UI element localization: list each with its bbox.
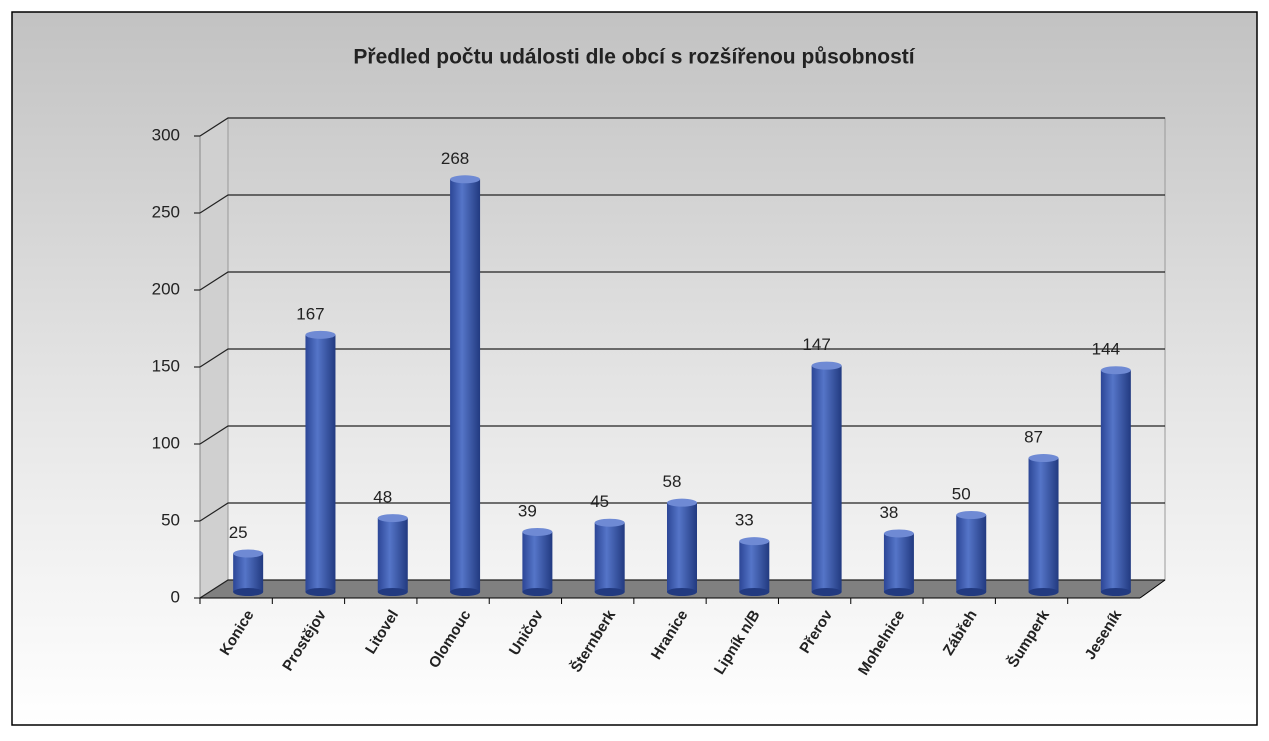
bar-top [811, 361, 842, 370]
bar-base [956, 588, 987, 596]
bar-top [956, 511, 987, 519]
grid-line [199, 348, 1165, 368]
data-label: 268 [441, 149, 469, 168]
y-tick-label: 50 [161, 510, 180, 529]
data-label: 50 [952, 484, 971, 503]
bar [883, 533, 914, 592]
y-tick-label: 100 [152, 433, 180, 452]
bar [811, 365, 842, 592]
bar-base [667, 588, 697, 596]
data-label: 58 [663, 472, 682, 491]
data-label: 25 [229, 523, 248, 542]
bar-base [811, 588, 842, 596]
y-tick-label: 250 [152, 202, 180, 221]
bar-top [594, 518, 625, 527]
bar-base [594, 588, 625, 596]
bar-top [1100, 366, 1131, 375]
bar-base [377, 588, 408, 596]
bar [305, 334, 336, 592]
bar [233, 553, 264, 592]
bar-base [450, 588, 481, 596]
y-tick-label: 200 [152, 279, 180, 298]
bar-base [305, 588, 336, 596]
bar-top [1028, 454, 1059, 463]
bar-top [305, 330, 336, 339]
data-label: 38 [879, 503, 898, 522]
bar [377, 518, 408, 592]
bar-base [233, 588, 264, 596]
bar-base [1028, 588, 1059, 596]
x-axis-depth [1139, 579, 1166, 599]
bar [522, 531, 553, 592]
grid-line [199, 579, 1165, 599]
bar-base [522, 588, 553, 596]
bar-top [450, 175, 481, 184]
bar-top [377, 514, 408, 523]
bar-base [739, 588, 770, 596]
bar-top [739, 537, 770, 546]
data-label: 144 [1092, 340, 1120, 359]
y-tick-label: 150 [152, 356, 180, 375]
bar [739, 541, 770, 592]
data-label: 48 [373, 488, 392, 507]
bar-top [667, 498, 697, 507]
bar-base [883, 588, 914, 596]
bar-top [883, 529, 914, 538]
data-label: 33 [735, 511, 754, 530]
data-label: 147 [802, 335, 830, 354]
data-label: 39 [518, 501, 537, 520]
data-label: 87 [1024, 428, 1043, 447]
y-tick-label: 0 [171, 587, 180, 606]
bar [594, 522, 625, 592]
data-label: 45 [590, 492, 609, 511]
chart-frame [11, 11, 1258, 726]
grid-line [199, 425, 1165, 445]
bar [450, 179, 481, 592]
bar [1028, 458, 1059, 592]
grid-line [199, 271, 1165, 291]
bar [1100, 370, 1131, 592]
bar [667, 502, 697, 592]
grid-line [199, 194, 1165, 214]
grid-line [199, 117, 1165, 137]
grid-line [199, 502, 1165, 522]
bar-top [522, 527, 553, 536]
bar [956, 515, 987, 592]
chart-title: Předled počtu události dle obcí s rozšíř… [353, 46, 915, 69]
bar-top [233, 549, 264, 558]
bar-base [1100, 588, 1131, 596]
y-tick-label: 300 [152, 125, 180, 144]
data-label: 167 [296, 304, 324, 323]
